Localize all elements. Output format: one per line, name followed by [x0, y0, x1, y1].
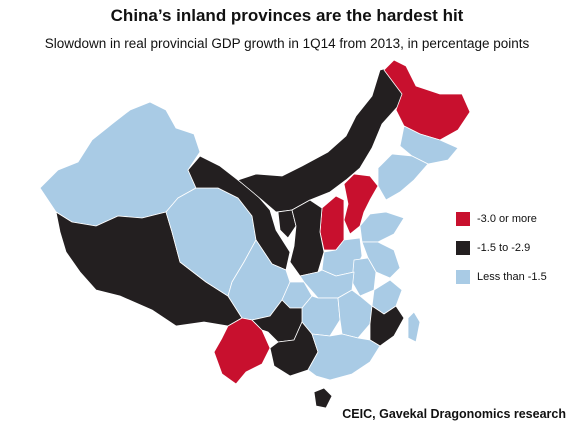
map-subtitle: Slowdown in real provincial GDP growth i… [44, 36, 530, 51]
province-taiwan [407, 311, 421, 343]
province-guangdong [307, 333, 381, 381]
source-credit: CEIC, Gavekal Dragonomics research [342, 407, 566, 421]
legend-label-blue: Less than -1.5 [477, 271, 547, 283]
province-hebei [343, 173, 379, 235]
province-gansu [187, 155, 291, 271]
province-jilin [399, 125, 459, 165]
legend-item-red: -3.0 or more [456, 212, 547, 226]
province-shaanxi [289, 199, 325, 277]
legend-label-black: -1.5 to -2.9 [477, 242, 531, 254]
province-hubei [299, 269, 355, 299]
map-legend: -3.0 or more -1.5 to -2.9 Less than -1.5 [456, 212, 547, 299]
province-liaoning [377, 153, 429, 201]
province-jiangxi [337, 289, 373, 339]
province-shanxi [319, 195, 345, 251]
province-hainan [313, 387, 333, 409]
province-ningxia [277, 209, 297, 239]
legend-label-red: -3.0 or more [477, 213, 537, 225]
province-fujian [369, 305, 405, 347]
province-shandong [359, 211, 405, 243]
legend-swatch-red [456, 212, 470, 226]
province-heilongjiang [383, 59, 471, 141]
legend-swatch-black [456, 241, 470, 255]
map-title: China’s inland provinces are the hardest… [110, 6, 464, 25]
province-yunnan [213, 317, 271, 385]
legend-item-black: -1.5 to -2.9 [456, 241, 547, 255]
legend-item-blue: Less than -1.5 [456, 270, 547, 284]
legend-swatch-blue [456, 270, 470, 284]
